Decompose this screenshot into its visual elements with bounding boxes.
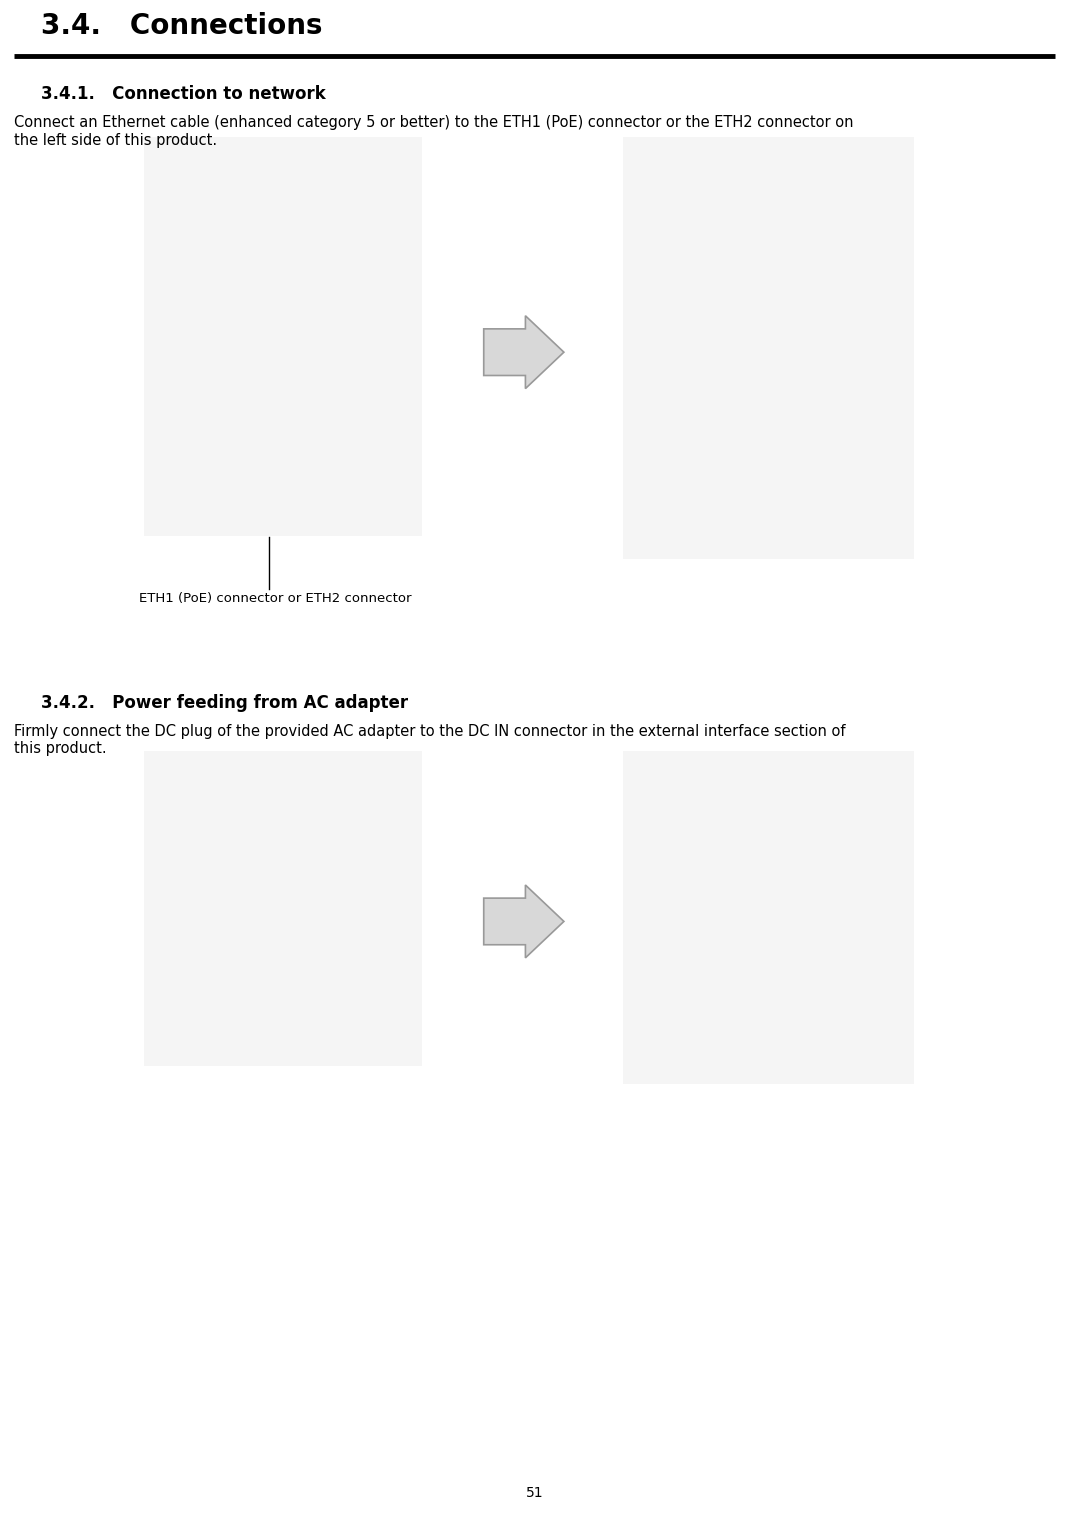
- Text: Firmly connect the DC plug of the provided AC adapter to the DC IN connector in : Firmly connect the DC plug of the provid…: [14, 724, 846, 756]
- Bar: [623, 137, 914, 559]
- Text: 3.4.2.   Power feeding from AC adapter: 3.4.2. Power feeding from AC adapter: [41, 694, 407, 712]
- Text: 51: 51: [526, 1486, 543, 1500]
- Polygon shape: [483, 316, 564, 389]
- Bar: [623, 751, 914, 1084]
- Bar: [144, 751, 422, 1066]
- Text: 3.4.1.   Connection to network: 3.4.1. Connection to network: [41, 85, 325, 103]
- Text: Connect an Ethernet cable (enhanced category 5 or better) to the ETH1 (PoE) conn: Connect an Ethernet cable (enhanced cate…: [14, 115, 853, 147]
- Polygon shape: [483, 885, 564, 958]
- Text: ETH1 (PoE) connector or ETH2 connector: ETH1 (PoE) connector or ETH2 connector: [139, 592, 412, 606]
- Bar: [144, 137, 422, 536]
- Text: 3.4.   Connections: 3.4. Connections: [41, 12, 322, 39]
